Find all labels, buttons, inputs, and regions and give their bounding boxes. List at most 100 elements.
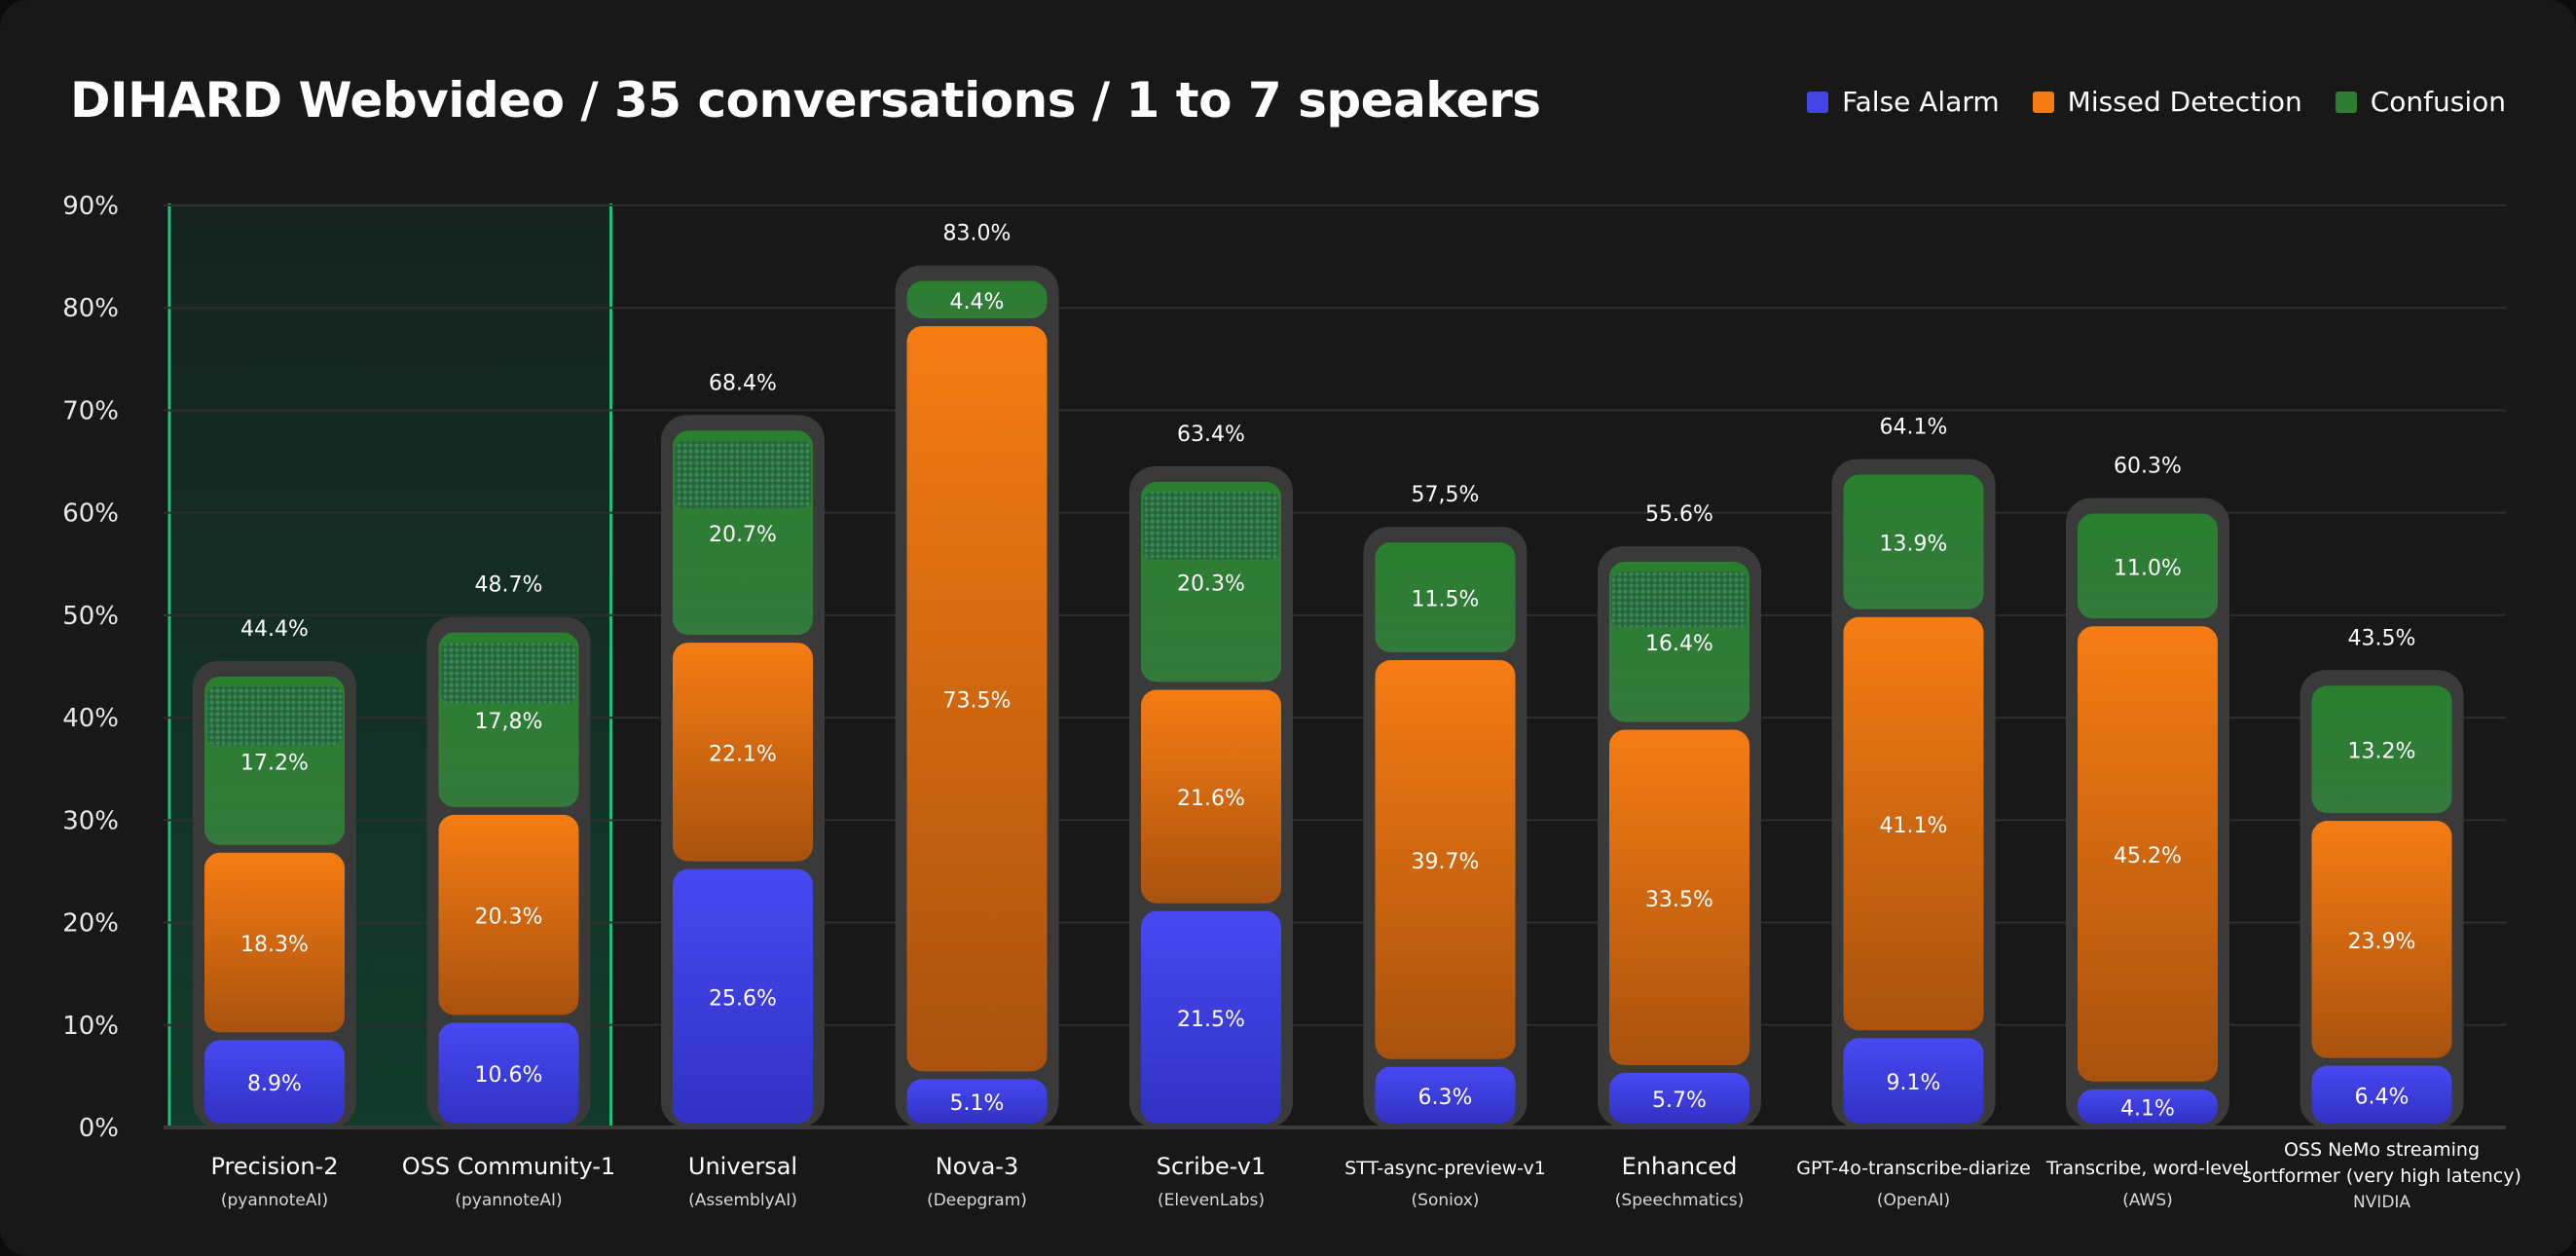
bar-total-label: 68.4% [709,371,777,395]
segment-value-label: 22.1% [709,742,777,766]
segment-value-label: 13.9% [1880,533,1948,557]
segment-value-label: 41.1% [1880,814,1948,838]
category-label: OSS Community-1 [402,1153,615,1180]
bar-total-label: 60.3% [2114,455,2182,479]
y-tick-label: 90% [62,192,119,221]
category-label: STT-async-preview-v1 [1344,1158,1546,1179]
bar-total-label: 43.5% [2348,626,2416,650]
confusion-texture [1143,491,1279,560]
bar-segment-false-alarm [438,1022,579,1124]
segment-value-label: 18.3% [240,933,309,957]
category-label-line2: sortformer (very high latency) [2242,1165,2521,1187]
segment-value-label: 73.5% [943,689,1012,714]
category-sublabel: (Soniox) [1412,1191,1480,1210]
y-tick-label: 70% [62,396,119,425]
category-label: Scribe-v1 [1157,1153,1266,1180]
y-tick-label: 80% [62,294,119,323]
segment-value-label: 4.1% [2120,1096,2175,1121]
bar-segment-missed-detection [906,325,1048,1072]
legend-swatch-confusion [2335,91,2357,113]
bar-total-label: 83.0% [943,222,1012,246]
confusion-texture [1611,571,1748,628]
segment-value-label: 23.9% [2348,930,2416,954]
y-tick-label: 0% [79,1114,119,1143]
chart-title: DIHARD Webvideo / 35 conversations / 1 t… [70,72,1541,129]
category-label: Precision-2 [210,1153,338,1180]
bar-segment-confusion [2311,685,2452,814]
y-tick-label: 20% [62,909,119,939]
bar-segment-missed-detection [673,643,813,862]
category-sublabel: (pyannoteAI) [455,1191,562,1210]
bar-segment-missed-detection [2078,626,2218,1082]
legend-swatch-false-alarm [1807,91,1829,113]
confusion-texture [675,440,811,509]
legend-label: Missed Detection [2067,86,2302,118]
bar-segment-false-alarm [673,868,813,1124]
y-tick-label: 50% [62,602,119,631]
legend-missed-detection: Missed Detection [2032,86,2302,118]
segment-value-label: 21.5% [1177,1008,1245,1032]
segment-value-label: 8.9% [247,1072,302,1096]
bar-segment-false-alarm [2311,1065,2452,1124]
segment-value-label: 10.6% [475,1063,543,1088]
category-sublabel: (pyannoteAI) [221,1191,328,1210]
category-sublabel: NVIDIA [2353,1193,2410,1212]
bar-segment-missed-detection [1141,689,1281,904]
segment-value-label: 39.7% [1412,850,1480,874]
category-label: GPT-4o-transcribe-diarize [1796,1158,2031,1179]
bar-total-label: 55.6% [1645,502,1713,527]
bar-segment-confusion [1843,474,1984,610]
legend-false-alarm: False Alarm [1807,86,2000,118]
category-sublabel: (OpenAI) [1877,1191,1950,1210]
legend-confusion: Confusion [2335,86,2506,118]
bar-segment-false-alarm [204,1040,345,1124]
category-sublabel: (AssemblyAI) [688,1191,797,1210]
y-tick-label: 10% [62,1012,119,1041]
segment-value-label: 33.5% [1645,888,1713,912]
legend-label: False Alarm [1842,86,2000,118]
bar-segment-missed-detection [204,852,345,1033]
bar-segment-false-alarm [1375,1066,1516,1124]
category-label: Enhanced [1622,1153,1738,1180]
category-sublabel: (AWS) [2122,1191,2173,1210]
bar-total-label: 64.1% [1880,416,1948,440]
segment-value-label: 11.5% [1412,587,1480,611]
bar-total-label: 44.4% [240,617,309,642]
bar-total-label: 63.4% [1177,423,1245,447]
segment-value-label: 20.3% [1177,573,1245,597]
segment-value-label: 45.2% [2114,844,2182,868]
bar-segment-confusion [906,280,1048,318]
bar-segment-false-alarm [1141,910,1281,1124]
bar-segment-missed-detection [438,814,579,1016]
bar-total-label: 48.7% [475,573,543,598]
legend-swatch-missed-detection [2032,91,2054,113]
bar-segment-missed-detection [1375,659,1516,1059]
bar-segment-missed-detection [1843,616,1984,1031]
legend: False Alarm Missed Detection Confusion [1807,86,2506,118]
segment-value-label: 13.2% [2348,740,2416,764]
segment-value-label: 9.1% [1887,1071,1941,1095]
confusion-texture [206,685,343,746]
bar-segment-confusion [2078,513,2218,619]
segment-value-label: 6.3% [1418,1086,1473,1110]
category-label: OSS NeMo streaming [2284,1139,2480,1161]
bar-segment-confusion [1375,541,1516,652]
segment-value-label: 5.1% [950,1091,1005,1116]
bar-segment-false-alarm [906,1079,1048,1124]
y-tick-label: 60% [62,499,119,529]
bar-segment-false-alarm [1609,1073,1749,1124]
legend-label: Confusion [2370,86,2506,118]
category-sublabel: (Speechmatics) [1615,1191,1744,1210]
segment-value-label: 20.7% [709,523,777,547]
y-tick-label: 30% [62,806,119,835]
bar-segment-false-alarm [2078,1089,2218,1124]
segment-value-label: 11.0% [2114,556,2182,580]
category-sublabel: (Deepgram) [927,1191,1027,1210]
segment-value-label: 17.2% [240,751,309,775]
bar-total-label: 57,5% [1412,483,1480,507]
segment-value-label: 6.4% [2355,1085,2410,1109]
segment-value-label: 16.4% [1645,632,1713,656]
bar-segment-false-alarm [1843,1038,1984,1124]
category-label: Universal [688,1153,797,1180]
